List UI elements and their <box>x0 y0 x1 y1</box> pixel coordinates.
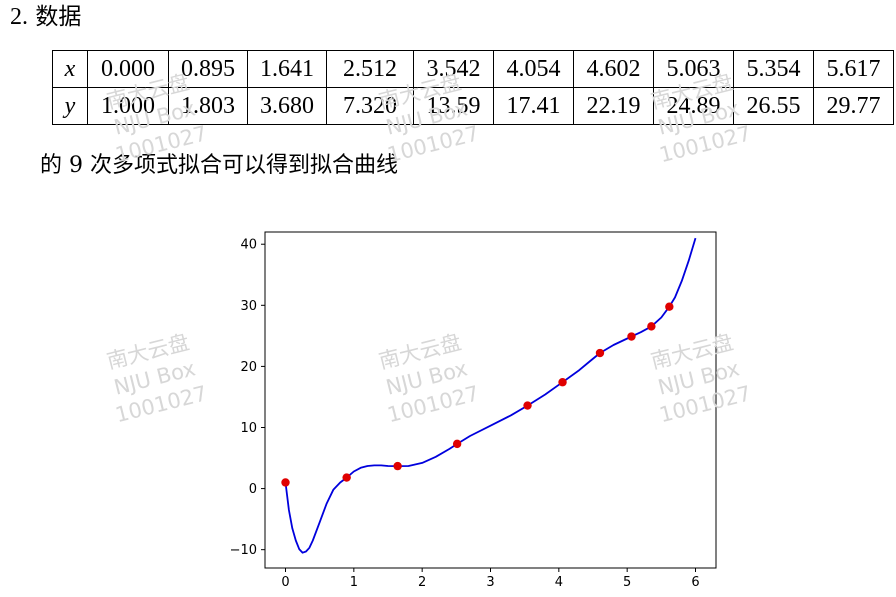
cell-y: 1.803 <box>168 87 248 125</box>
cell-y: 26.55 <box>733 87 814 125</box>
cell-y: 3.680 <box>247 87 327 125</box>
x-tick-label: 4 <box>555 575 563 590</box>
cell-y: 17.41 <box>493 87 574 125</box>
cell-y: 7.320 <box>326 87 414 125</box>
data-point <box>452 439 462 449</box>
cell-y: 1.000 <box>87 87 169 125</box>
section-number: 2. <box>10 4 28 30</box>
plot-frame <box>264 231 717 569</box>
cell-x: 2.512 <box>326 50 414 88</box>
data-point <box>627 332 636 341</box>
data-point <box>558 378 567 387</box>
caption-text: 的 9 次多项式拟合可以得到拟合曲线 <box>40 153 398 178</box>
fit-curve <box>284 237 697 554</box>
y-tick-label: 20 <box>240 360 257 375</box>
table-row-x: x 0.000 0.895 1.641 2.512 3.542 4.054 4.602 5.0… <box>52 50 894 88</box>
x-tick-label: 3 <box>486 575 494 590</box>
y-tick-label: 10 <box>240 421 257 436</box>
cell-y: 22.19 <box>573 87 654 125</box>
y-tick-label: 40 <box>240 238 257 253</box>
cell-x: 4.602 <box>573 50 654 88</box>
y-tick-label: −10 <box>230 543 257 558</box>
x-tick-label: 0 <box>281 575 289 590</box>
table-row-y: y 1.000 1.803 3.680 7.320 13.59 17.41 22.19 24.… <box>52 87 894 125</box>
x-tick-label: 5 <box>623 575 631 590</box>
section-title: 数据 <box>35 4 82 30</box>
y-tick-label: 0 <box>249 482 257 497</box>
section-heading: 2. 数据 <box>10 2 81 32</box>
cell-y: 13.59 <box>413 87 494 125</box>
data-point <box>393 461 402 471</box>
cell-y: 29.77 <box>813 87 894 125</box>
cell-x: 3.542 <box>413 50 494 88</box>
data-point <box>647 322 656 331</box>
cell-x: 5.354 <box>733 50 814 88</box>
x-tick-label: 1 <box>350 575 358 590</box>
data-point <box>342 473 351 482</box>
x-tick-label: 6 <box>691 575 699 590</box>
data-table: x 0.000 0.895 1.641 2.512 3.542 4.054 4.602 5.0… <box>52 50 894 125</box>
y-tick-label: 30 <box>240 299 257 314</box>
cell-y: 24.89 <box>653 87 734 125</box>
data-point <box>665 302 674 311</box>
data-point <box>523 401 532 410</box>
cell-x: 5.617 <box>813 50 894 88</box>
data-point <box>281 478 290 487</box>
x-tick-label: 2 <box>418 575 426 590</box>
data-point <box>595 348 605 358</box>
row-label-y: y <box>52 87 88 125</box>
